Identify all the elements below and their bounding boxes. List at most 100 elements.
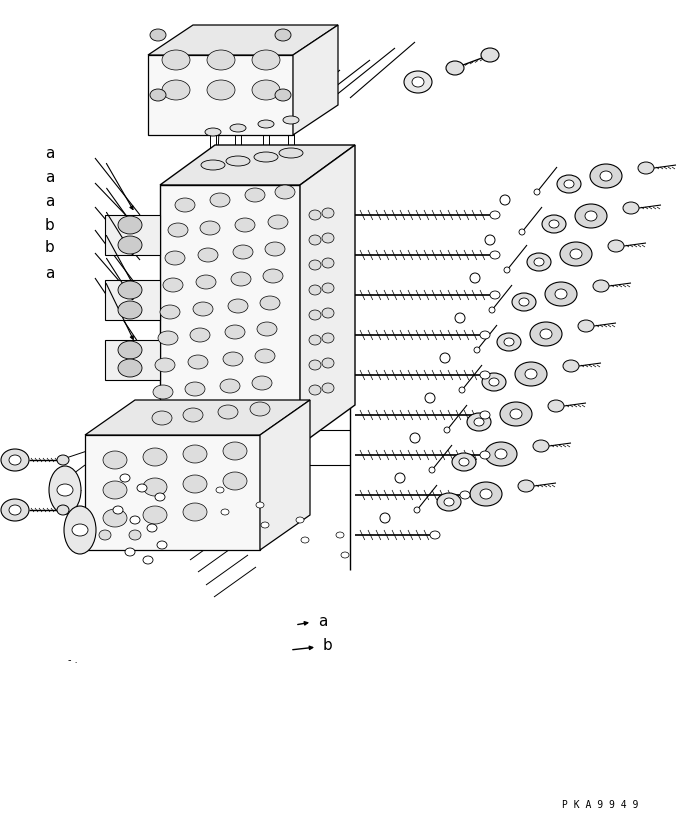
Polygon shape [85,435,260,550]
Ellipse shape [557,175,581,193]
Ellipse shape [233,245,253,259]
Ellipse shape [226,156,250,166]
Ellipse shape [336,532,344,538]
Polygon shape [160,185,300,445]
Ellipse shape [223,472,247,490]
Ellipse shape [103,509,127,527]
Ellipse shape [512,293,536,311]
Ellipse shape [220,379,240,393]
Ellipse shape [470,273,480,283]
Ellipse shape [322,308,334,318]
Ellipse shape [183,503,207,521]
Ellipse shape [275,29,291,41]
Ellipse shape [380,513,390,523]
Text: b: b [45,240,55,255]
Ellipse shape [578,320,594,332]
Ellipse shape [480,331,490,339]
Ellipse shape [257,322,277,336]
Ellipse shape [268,215,288,229]
Ellipse shape [231,272,251,286]
Ellipse shape [263,269,283,283]
Ellipse shape [261,522,269,528]
Ellipse shape [341,552,349,558]
Ellipse shape [542,215,566,233]
Ellipse shape [470,482,502,506]
Ellipse shape [150,29,166,41]
Ellipse shape [534,189,540,195]
Ellipse shape [570,249,582,259]
Ellipse shape [490,291,500,299]
Ellipse shape [563,360,579,372]
Ellipse shape [275,89,291,101]
Ellipse shape [608,240,624,252]
Ellipse shape [120,474,130,482]
Ellipse shape [600,171,612,181]
Ellipse shape [9,455,21,465]
Ellipse shape [555,289,567,299]
Text: a: a [45,170,54,186]
Text: a: a [45,265,54,281]
Ellipse shape [412,77,424,87]
Ellipse shape [183,445,207,463]
Ellipse shape [309,285,321,295]
Ellipse shape [221,509,229,515]
Ellipse shape [480,451,490,459]
Ellipse shape [322,358,334,368]
Ellipse shape [429,467,435,473]
Ellipse shape [99,530,111,540]
Ellipse shape [430,531,440,539]
Ellipse shape [519,298,529,306]
Ellipse shape [564,180,574,188]
Ellipse shape [252,50,280,70]
Ellipse shape [103,451,127,469]
Text: P K A 9 9 4 9: P K A 9 9 4 9 [562,800,638,810]
Ellipse shape [534,258,544,266]
Ellipse shape [474,347,480,353]
Ellipse shape [623,202,639,214]
Ellipse shape [137,484,147,492]
Polygon shape [148,25,338,55]
Ellipse shape [519,229,525,235]
Ellipse shape [489,378,499,386]
Ellipse shape [444,427,450,433]
Ellipse shape [250,402,270,416]
Ellipse shape [223,352,243,366]
Ellipse shape [510,409,522,419]
Ellipse shape [210,193,230,207]
Polygon shape [85,400,310,435]
Ellipse shape [490,211,500,219]
Ellipse shape [162,80,190,100]
Ellipse shape [530,322,562,346]
Ellipse shape [155,493,165,501]
Ellipse shape [143,478,167,496]
Polygon shape [260,400,310,550]
Ellipse shape [459,458,469,466]
Ellipse shape [322,258,334,268]
Ellipse shape [590,164,622,188]
Ellipse shape [245,188,265,202]
Ellipse shape [193,302,213,316]
Ellipse shape [533,440,549,452]
Ellipse shape [593,280,609,292]
Ellipse shape [480,489,492,499]
Ellipse shape [216,487,224,493]
Ellipse shape [183,408,203,422]
Ellipse shape [545,282,577,306]
Ellipse shape [260,296,280,310]
Ellipse shape [188,355,208,369]
Ellipse shape [158,331,178,345]
Ellipse shape [437,493,461,511]
Ellipse shape [190,328,210,342]
Ellipse shape [309,385,321,395]
Ellipse shape [309,360,321,370]
Ellipse shape [467,413,491,431]
Ellipse shape [440,353,450,363]
Ellipse shape [118,281,142,299]
Ellipse shape [489,307,495,313]
Ellipse shape [322,383,334,393]
Ellipse shape [301,537,309,543]
Ellipse shape [72,524,88,536]
Polygon shape [105,340,160,380]
Ellipse shape [404,71,432,93]
Ellipse shape [175,198,195,212]
